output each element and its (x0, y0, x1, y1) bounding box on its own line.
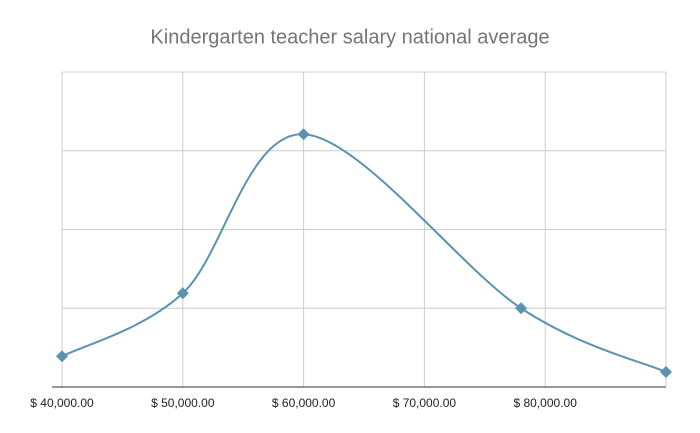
point (297, 128, 310, 141)
x-tick-label: $ 40,000.00 (30, 396, 94, 410)
point (56, 350, 68, 363)
point (515, 302, 528, 315)
x-tick-label: $ 80,000.00 (513, 396, 577, 410)
chart-title: Kindergarten teacher salary national ave… (150, 26, 549, 48)
point (176, 287, 189, 300)
point (660, 366, 672, 379)
x-tick-label: $ 60,000.00 (272, 396, 336, 410)
x-tick-label: $ 50,000.00 (151, 396, 215, 410)
x-tick-label: $ 70,000.00 (393, 396, 457, 410)
line (61, 133, 667, 373)
